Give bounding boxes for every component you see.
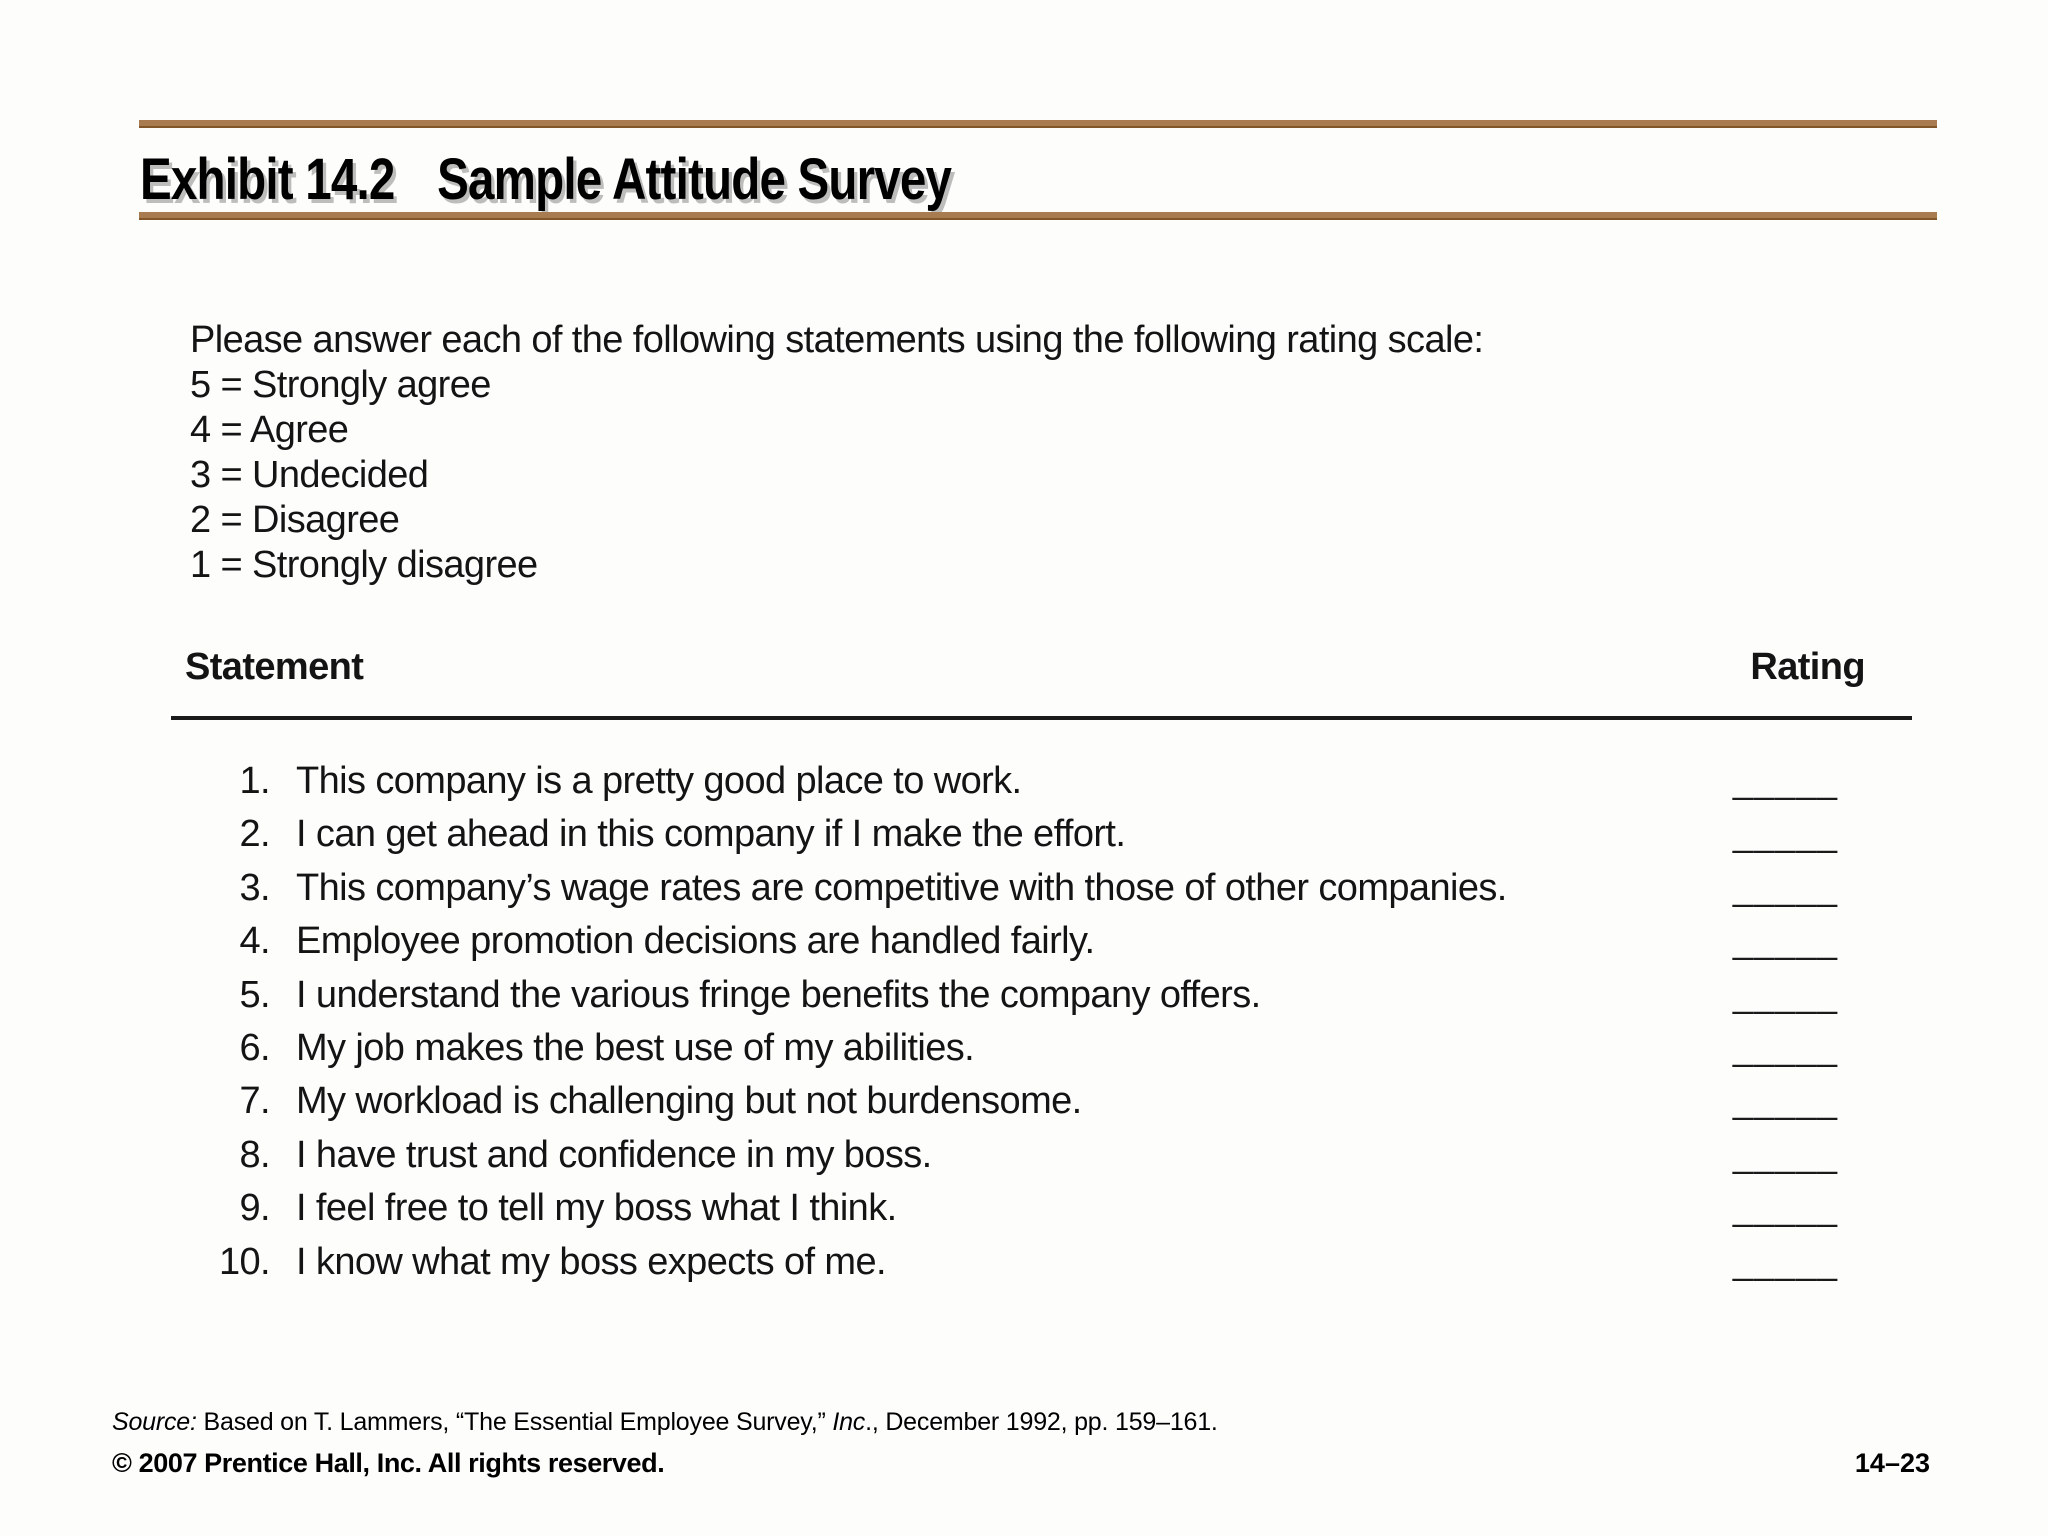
statement-text: My job makes the best use of my abilitie… <box>296 1026 975 1069</box>
statement-text: I can get ahead in this company if I mak… <box>296 813 1126 856</box>
exhibit-name: Sample Attitude Survey <box>437 147 952 212</box>
table-row: 7. My workload is challenging but not bu… <box>180 1080 1838 1133</box>
title-top-rule <box>139 120 1937 128</box>
rating-blank: _____ <box>1732 973 1838 1015</box>
table-row: 4. Employee promotion decisions are hand… <box>180 920 1838 973</box>
statement-text: I feel free to tell my boss what I think… <box>296 1187 897 1230</box>
source-body: Based on T. Lammers, “The Essential Empl… <box>196 1408 833 1436</box>
statement-number: 2. <box>239 813 271 856</box>
statement-text: I know what my boss expects of me. <box>296 1240 887 1283</box>
source-suffix: ., December 1992, pp. 159–161. <box>865 1408 1218 1436</box>
table-header-rule <box>171 716 1912 720</box>
scale-item-5: 5 = Strongly agree <box>190 364 491 406</box>
table-row: 5. I understand the various fringe benef… <box>180 974 1838 1027</box>
scale-item-1: 1 = Strongly disagree <box>190 544 538 586</box>
statement-number: 5. <box>239 973 271 1016</box>
source-label: Source: <box>112 1408 197 1436</box>
statement-text: Employee promotion decisions are handled… <box>296 920 1095 963</box>
source-publication: Inc <box>832 1408 866 1436</box>
statement-number: 7. <box>239 1080 271 1123</box>
table-row: 3. This company’s wage rates are competi… <box>180 867 1838 920</box>
rating-blank: _____ <box>1732 920 1838 962</box>
rating-blank: _____ <box>1732 1080 1838 1122</box>
rating-blank: _____ <box>1732 1026 1838 1068</box>
statement-number: 10. <box>218 1240 271 1283</box>
scale-item-2: 2 = Disagree <box>190 499 400 541</box>
rating-blank: _____ <box>1732 760 1838 801</box>
statement-column-header: Statement <box>185 646 364 688</box>
statement-text: This company’s wage rates are competitiv… <box>296 866 1507 909</box>
rating-blank: _____ <box>1732 1240 1838 1282</box>
rating-scale-block: Please answer each of the following stat… <box>190 318 1690 588</box>
title-bottom-rule <box>139 212 1937 220</box>
table-row: 6. My job makes the best use of my abili… <box>180 1027 1838 1080</box>
source-citation: Source: Based on T. Lammers, “The Essent… <box>112 1408 1218 1437</box>
table-header-row: Statement Rating <box>185 646 1866 689</box>
statement-list: 1. This company is a pretty good place t… <box>180 760 1838 1294</box>
statement-number: 3. <box>239 866 271 909</box>
scale-item-4: 4 = Agree <box>190 409 349 451</box>
statement-text: I understand the various fringe benefits… <box>296 973 1261 1016</box>
statement-number: 9. <box>239 1187 271 1230</box>
table-row: 1. This company is a pretty good place t… <box>180 760 1838 813</box>
scale-item-3: 3 = Undecided <box>190 454 429 496</box>
copyright-notice: © 2007 Prentice Hall, Inc. All rights re… <box>112 1448 665 1478</box>
rating-blank: _____ <box>1732 1187 1838 1229</box>
exhibit-title: Exhibit 14.2 Sample Attitude Survey <box>140 146 1288 213</box>
statement-number: 4. <box>239 920 271 963</box>
rating-column-header: Rating <box>1750 646 1865 688</box>
table-row: 8. I have trust and confidence in my bos… <box>180 1134 1838 1187</box>
rating-blank: _____ <box>1732 1133 1838 1175</box>
survey-instructions: Please answer each of the following stat… <box>190 319 1484 361</box>
statement-number: 1. <box>239 760 271 802</box>
statement-number: 8. <box>239 1133 271 1176</box>
rating-blank: _____ <box>1732 866 1838 908</box>
statement-text: My workload is challenging but not burde… <box>296 1080 1082 1123</box>
statement-text: I have trust and confidence in my boss. <box>296 1133 932 1176</box>
statement-number: 6. <box>239 1026 271 1069</box>
table-row: 10. I know what my boss expects of me. _… <box>180 1241 1838 1294</box>
table-row: 9. I feel free to tell my boss what I th… <box>180 1187 1838 1240</box>
table-row: 2. I can get ahead in this company if I … <box>180 813 1838 866</box>
exhibit-number: Exhibit 14.2 <box>140 147 395 212</box>
statement-text: This company is a pretty good place to w… <box>296 760 1022 802</box>
rating-blank: _____ <box>1732 813 1838 855</box>
slide-page-number: 14–23 <box>1854 1448 1930 1478</box>
